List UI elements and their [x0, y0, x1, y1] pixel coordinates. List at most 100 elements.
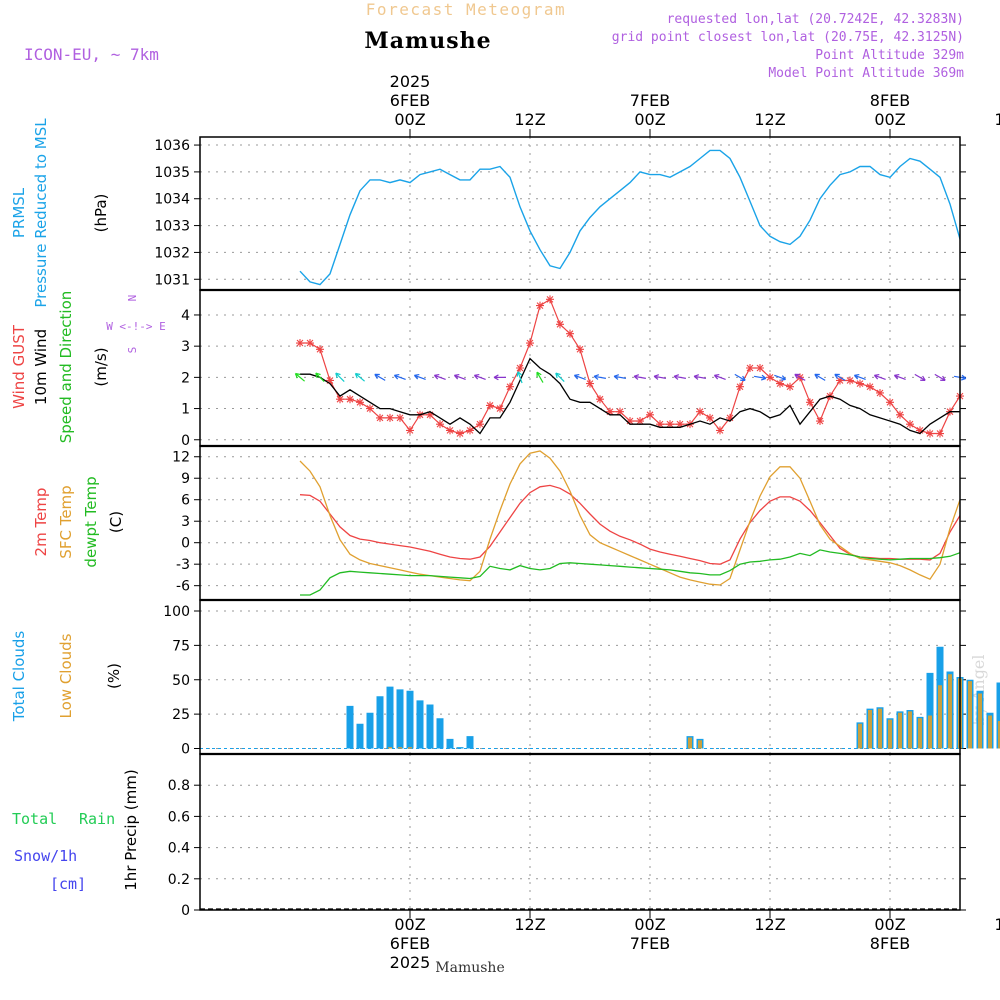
cm-label: [cm] [50, 875, 86, 893]
x-tick-label-top: 12Z [754, 110, 785, 129]
wind-10m-label: 10m Wind [32, 329, 50, 405]
y-tick-label: 1 [181, 402, 190, 418]
y-tick-label: 0 [181, 742, 190, 758]
low-cloud-bar [968, 681, 972, 749]
x-tick-label-top: 7FEB [630, 91, 670, 110]
gust-marker [636, 417, 644, 426]
gust-marker [426, 410, 434, 419]
gust-marker [346, 395, 354, 404]
gust-marker [586, 379, 594, 388]
gust-marker [466, 426, 474, 435]
precip-mm-label: 1hr Precip (mm) [122, 769, 140, 890]
gust-marker [496, 404, 504, 413]
ms-label: (m/s) [92, 347, 110, 386]
x-tick-label-bottom: 00Z [874, 915, 905, 934]
gust-marker [776, 379, 784, 388]
pressure-line [299, 149, 960, 286]
x-tick-label-bottom: 6FEB [390, 934, 430, 953]
gust-marker [406, 426, 414, 435]
wind-arrow [893, 373, 906, 380]
wind-arrow [914, 373, 926, 381]
y-tick-label: 1036 [154, 138, 190, 154]
x-tick-label-bottom: 7FEB [630, 934, 670, 953]
wind-arrow [573, 373, 586, 380]
y-tick-label: 0.6 [168, 809, 190, 825]
wind-arrow [516, 371, 523, 384]
gust-marker [566, 329, 574, 338]
wind-arrow [934, 373, 946, 381]
gust-marker [376, 413, 384, 422]
gust-marker [716, 426, 724, 435]
wind-arrow [315, 372, 325, 383]
wind-arrow [413, 373, 426, 380]
gust-marker [326, 376, 334, 385]
x-tick-label-bottom: 8FEB [870, 934, 910, 953]
point-altitude: Point Altitude 329m [815, 48, 964, 63]
panel-frame [199, 753, 961, 911]
total-precip-label: Total [12, 810, 57, 828]
gust-marker [846, 376, 854, 385]
gust-marker [646, 410, 654, 419]
y-tick-label: 100 [163, 604, 190, 620]
gust-marker [596, 395, 604, 404]
gust-marker [366, 404, 374, 413]
msl-label: Pressure Reduced to MSL [32, 118, 50, 308]
gust-marker [666, 420, 674, 429]
y-tick-label: 1032 [154, 245, 190, 261]
low-cloud-bar [408, 747, 412, 749]
wind-arrow [713, 373, 726, 380]
y-tick-label: 0.2 [168, 872, 190, 888]
gust-marker [906, 420, 914, 429]
low-cloud-bar [388, 747, 392, 749]
y-tick-label: 1033 [154, 219, 190, 235]
total-cloud-bar [406, 690, 414, 749]
wind-arrow [335, 372, 345, 383]
x-tick-label-bottom: 12Z [754, 915, 785, 934]
wind-arrow [873, 373, 886, 380]
x-tick-label-top: 12Z [514, 110, 545, 129]
gust-marker [926, 429, 934, 438]
y-tick-label: -3 [176, 557, 190, 573]
total-cloud-bar [456, 747, 464, 749]
total-cloud-bar [446, 738, 454, 749]
wind-gust-label: Wind GUST [10, 324, 28, 409]
low-cloud-bar [948, 674, 952, 749]
gust-marker [836, 376, 844, 385]
low-cloud-bar [938, 685, 942, 749]
x-tick-label-top: 8FEB [870, 91, 910, 110]
x-tick-label-bottom: 12Z [514, 915, 545, 934]
wind-arrow [774, 374, 787, 381]
panel-frame [199, 445, 961, 601]
y-tick-label: 75 [172, 638, 190, 654]
y-tick-label: 0.8 [168, 778, 190, 794]
total-cloud-bar [366, 712, 374, 749]
total-cloud-bar [396, 689, 404, 749]
gust-marker [556, 320, 564, 329]
y-tick-label: 50 [172, 673, 190, 689]
wind-arrow [693, 374, 707, 380]
grid-panel-2 [194, 446, 966, 600]
wind-arrow [453, 373, 466, 380]
low-cloud-bar [998, 721, 1000, 749]
gust-marker [436, 420, 444, 429]
rain-label: Rain [79, 810, 115, 828]
total-cloud-bar [436, 718, 444, 749]
gust-marker [876, 388, 884, 397]
compass-we: W <-!-> E [106, 320, 166, 333]
gust-marker [746, 364, 754, 372]
gust-marker [696, 407, 704, 416]
compass-n: N [126, 295, 139, 302]
percent-label: (%) [105, 663, 123, 689]
total-cloud-bar [386, 686, 394, 749]
wind-arrow [753, 374, 767, 381]
wind-arrow [673, 374, 687, 380]
gust-marker [506, 382, 514, 391]
wind-arrow [393, 373, 406, 380]
total-cloud-bar [376, 696, 384, 749]
gust-marker [516, 364, 524, 372]
y-tick-label: 0 [181, 433, 190, 449]
x-tick-label-bottom: 2025 [390, 953, 431, 972]
gust-marker [786, 382, 794, 391]
low-cloud-bar [888, 719, 892, 749]
